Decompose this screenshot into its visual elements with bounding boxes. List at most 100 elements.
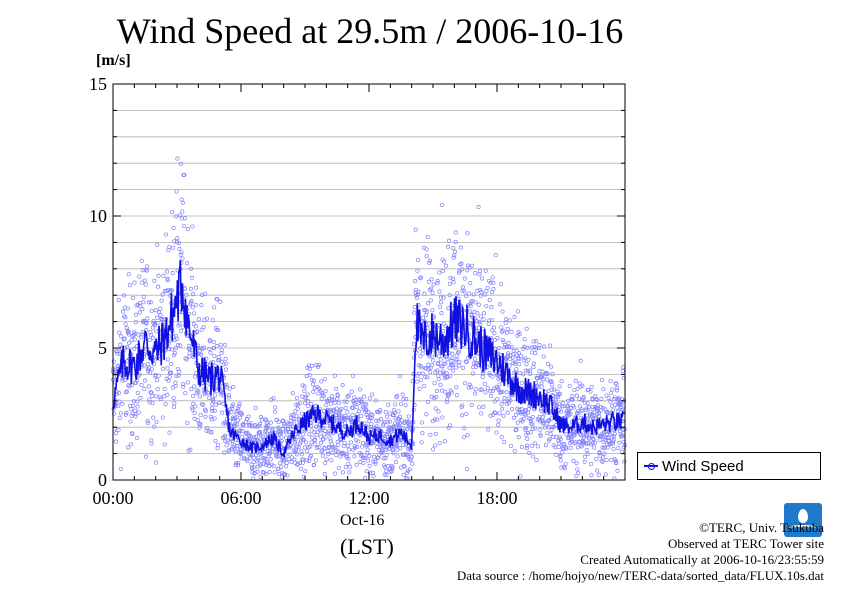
data-point: [286, 457, 291, 462]
data-point: [535, 444, 541, 449]
data-point: [425, 235, 430, 240]
data-point: [391, 408, 397, 413]
data-point: [481, 310, 487, 316]
data-point: [257, 423, 262, 428]
data-point: [321, 432, 326, 437]
data-point: [199, 352, 204, 357]
data-point: [277, 453, 282, 458]
data-point: [549, 416, 554, 421]
data-point: [451, 246, 456, 251]
data-point: [579, 407, 584, 412]
data-point: [189, 387, 194, 392]
data-point: [602, 430, 607, 435]
data-point: [360, 441, 365, 446]
data-point: [622, 459, 627, 464]
data-point: [612, 431, 617, 436]
data-point: [507, 345, 512, 350]
data-point: [591, 412, 596, 418]
data-point: [505, 326, 510, 332]
data-point: [593, 416, 598, 421]
data-point: [488, 280, 493, 285]
data-point: [286, 422, 291, 427]
data-point: [574, 393, 579, 398]
data-point: [490, 275, 495, 280]
data-point: [179, 250, 184, 255]
data-point: [329, 442, 334, 447]
data-point: [350, 373, 355, 378]
data-point: [155, 320, 160, 326]
data-point: [294, 395, 299, 401]
data-point: [148, 300, 153, 305]
data-point: [291, 444, 296, 449]
data-point: [398, 414, 403, 419]
data-point: [198, 412, 203, 418]
data-point: [485, 386, 490, 391]
data-point: [321, 394, 326, 399]
data-point: [439, 300, 444, 305]
data-point: [142, 363, 147, 368]
data-point: [152, 357, 157, 362]
data-point: [504, 317, 509, 322]
data-point: [621, 445, 627, 450]
data-point: [477, 405, 482, 410]
data-point: [348, 440, 353, 445]
data-point: [586, 441, 591, 446]
data-point: [514, 348, 519, 353]
data-point: [464, 467, 469, 472]
data-point: [477, 319, 482, 325]
data-point: [549, 387, 554, 392]
data-point: [189, 266, 194, 271]
plot-frame: [112, 83, 626, 481]
data-point: [261, 461, 266, 466]
data-point: [569, 439, 574, 444]
data-point: [400, 392, 405, 397]
data-point: [419, 365, 424, 370]
data-point: [585, 416, 591, 421]
data-point: [147, 337, 152, 342]
data-point: [599, 396, 604, 401]
data-point: [263, 472, 268, 477]
data-point: [544, 370, 549, 375]
data-point: [320, 412, 325, 417]
data-point: [593, 394, 598, 399]
data-point: [304, 458, 310, 463]
data-point: [479, 290, 484, 295]
data-point: [376, 452, 382, 458]
data-point: [282, 423, 287, 428]
data-point: [214, 344, 219, 349]
data-point: [294, 414, 299, 419]
data-point: [492, 337, 498, 343]
data-point: [255, 469, 260, 474]
data-point: [608, 399, 613, 404]
data-point: [517, 407, 522, 412]
data-point: [312, 386, 317, 391]
data-point: [517, 370, 522, 375]
data-point: [171, 353, 176, 358]
data-point: [576, 411, 581, 416]
data-point: [188, 286, 194, 291]
data-point: [120, 309, 126, 314]
data-point: [240, 429, 245, 434]
data-point: [233, 463, 238, 468]
data-point: [508, 353, 513, 358]
data-point: [297, 401, 302, 406]
data-point: [556, 392, 561, 397]
data-point: [174, 373, 179, 378]
data-point: [126, 445, 131, 450]
data-point: [342, 399, 347, 404]
data-point: [373, 459, 378, 464]
data-point: [427, 258, 433, 263]
data-point: [479, 411, 484, 416]
data-point: [619, 402, 624, 407]
data-point: [524, 362, 529, 367]
data-point: [183, 356, 188, 361]
data-point: [346, 415, 351, 420]
data-point: [441, 369, 446, 374]
data-point: [274, 453, 279, 458]
data-point: [184, 293, 189, 298]
data-point: [582, 454, 588, 459]
wind-speed-line: [112, 259, 626, 458]
data-point: [237, 415, 242, 420]
data-point: [570, 397, 575, 402]
data-point: [342, 414, 347, 419]
